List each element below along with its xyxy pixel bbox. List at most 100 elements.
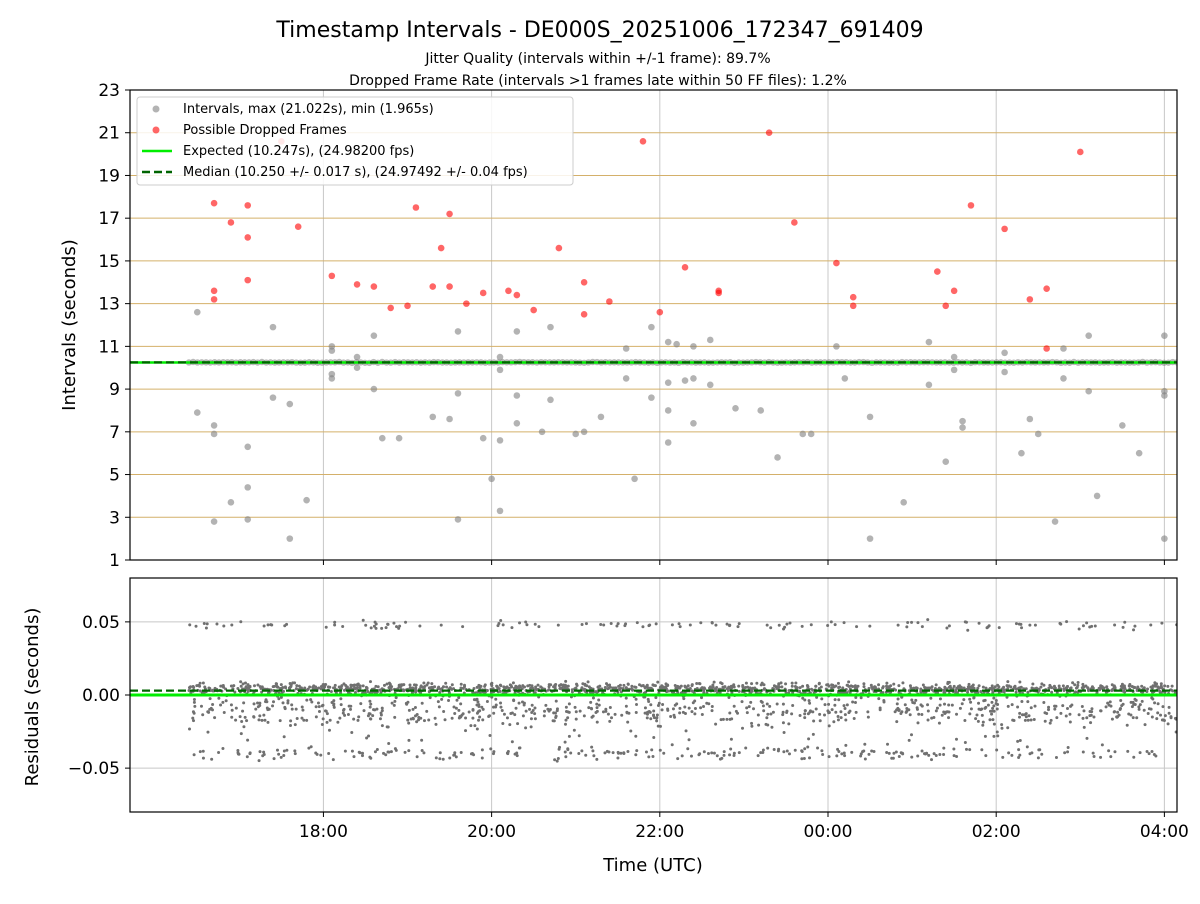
top-panel-gridlines [130,90,1177,560]
residual-point [192,711,196,715]
residual-point [362,709,366,713]
residual-point [309,745,313,749]
residual-point [964,747,968,751]
residual-point [801,684,805,688]
chart-subtitle-jitter: Jitter Quality (intervals within +/-1 fr… [424,51,770,67]
residual-point [919,689,923,693]
residual-point [1016,705,1020,709]
residual-point [847,680,851,684]
residual-point [343,713,347,717]
residual-point [375,748,379,752]
residual-point [833,623,837,627]
residual-point [489,682,493,686]
residual-point [662,751,666,755]
interval-point [303,496,310,504]
residual-point [693,707,697,711]
residual-point [382,751,386,755]
residual-point [368,699,372,703]
residual-point [997,626,1001,630]
residual-point [1043,719,1047,723]
residual-point [626,750,630,754]
residual-point [1166,722,1170,726]
legend-dropped: Possible Dropped Frames [183,123,347,138]
residual-point [569,751,573,755]
residual-point [1089,721,1093,725]
residual-point [316,701,320,705]
residual-point [732,704,736,708]
residual-point [801,696,805,700]
residual-point [1130,705,1134,709]
interval-point [244,443,252,451]
interval-point [496,366,504,374]
residual-point [376,685,380,689]
residual-point [1122,689,1126,693]
residual-point [215,622,219,626]
residual-point [1036,756,1040,760]
residual-point [809,623,813,627]
interval-point [328,347,336,354]
residual-point [1142,686,1146,690]
residual-point [243,681,247,685]
residual-point [980,748,984,752]
residual-point [602,623,606,627]
residual-point [790,684,794,688]
residual-point [626,720,630,724]
residual-point [375,707,379,711]
legend-dropped-marker [152,126,160,134]
residual-point [1023,718,1027,722]
residual-point [734,709,738,713]
top-y-tick-label: 3 [109,508,120,528]
residual-point [350,749,354,753]
residual-point [423,685,427,689]
residual-point [645,716,649,720]
interval-point [513,328,521,335]
residual-point [761,748,765,752]
residual-point [732,753,736,757]
residual-point [655,719,659,723]
residual-point [537,625,541,629]
x-tick-label: 00:00 [804,822,853,842]
residual-point [387,750,391,754]
dropped-frame-point [353,281,361,288]
residual-point [357,715,361,719]
residual-point [384,753,388,757]
residual-point [511,681,515,685]
residual-point [357,750,361,754]
residual-point [798,686,802,690]
residual-point [872,749,876,753]
residual-point [1007,751,1011,755]
interval-point [648,323,655,331]
residual-point [777,682,781,686]
dropped-frame-point [479,289,487,297]
residual-point [574,686,578,690]
residual-point [603,686,607,690]
residual-point [859,752,863,756]
interval-point [664,379,672,386]
interval-point [496,437,504,444]
residual-point [967,682,971,686]
residual-point [252,715,256,719]
residual-point [1070,703,1074,707]
residual-point [307,746,311,750]
residual-point [1002,690,1006,694]
residual-point [204,626,208,630]
residual-point [1006,680,1010,684]
residual-point [521,714,525,718]
residual-point [1011,718,1015,722]
residual-point [986,703,990,707]
residual-point [325,712,329,716]
residual-point [1085,736,1089,740]
residual-point [835,754,839,758]
interval-point [925,381,933,389]
residual-point [647,755,651,759]
residual-point [206,730,210,734]
residual-point [428,696,432,700]
residual-point [201,681,205,685]
dropped-frame-point [370,283,378,290]
residual-point [1167,705,1171,709]
residual-point [240,719,244,723]
residual-point [198,681,202,685]
dropped-frame-point [530,306,537,314]
residual-point [603,751,607,755]
residual-point [380,706,384,710]
